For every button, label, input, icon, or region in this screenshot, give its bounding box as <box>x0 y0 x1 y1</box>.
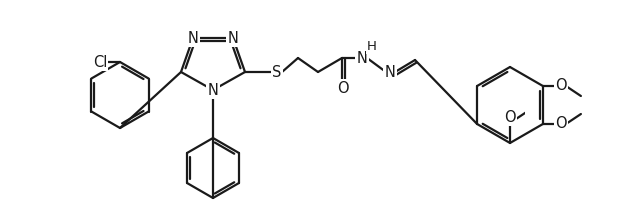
Text: S: S <box>272 65 282 80</box>
Text: N: N <box>228 31 239 46</box>
Text: N: N <box>385 65 396 80</box>
Text: O: O <box>337 81 349 96</box>
Text: Cl: Cl <box>93 54 107 69</box>
Text: O: O <box>555 116 567 131</box>
Text: N: N <box>207 83 218 97</box>
Text: O: O <box>555 78 567 93</box>
Text: N: N <box>188 31 198 46</box>
Text: H: H <box>367 39 377 53</box>
Text: N: N <box>356 50 367 65</box>
Text: O: O <box>504 110 516 124</box>
